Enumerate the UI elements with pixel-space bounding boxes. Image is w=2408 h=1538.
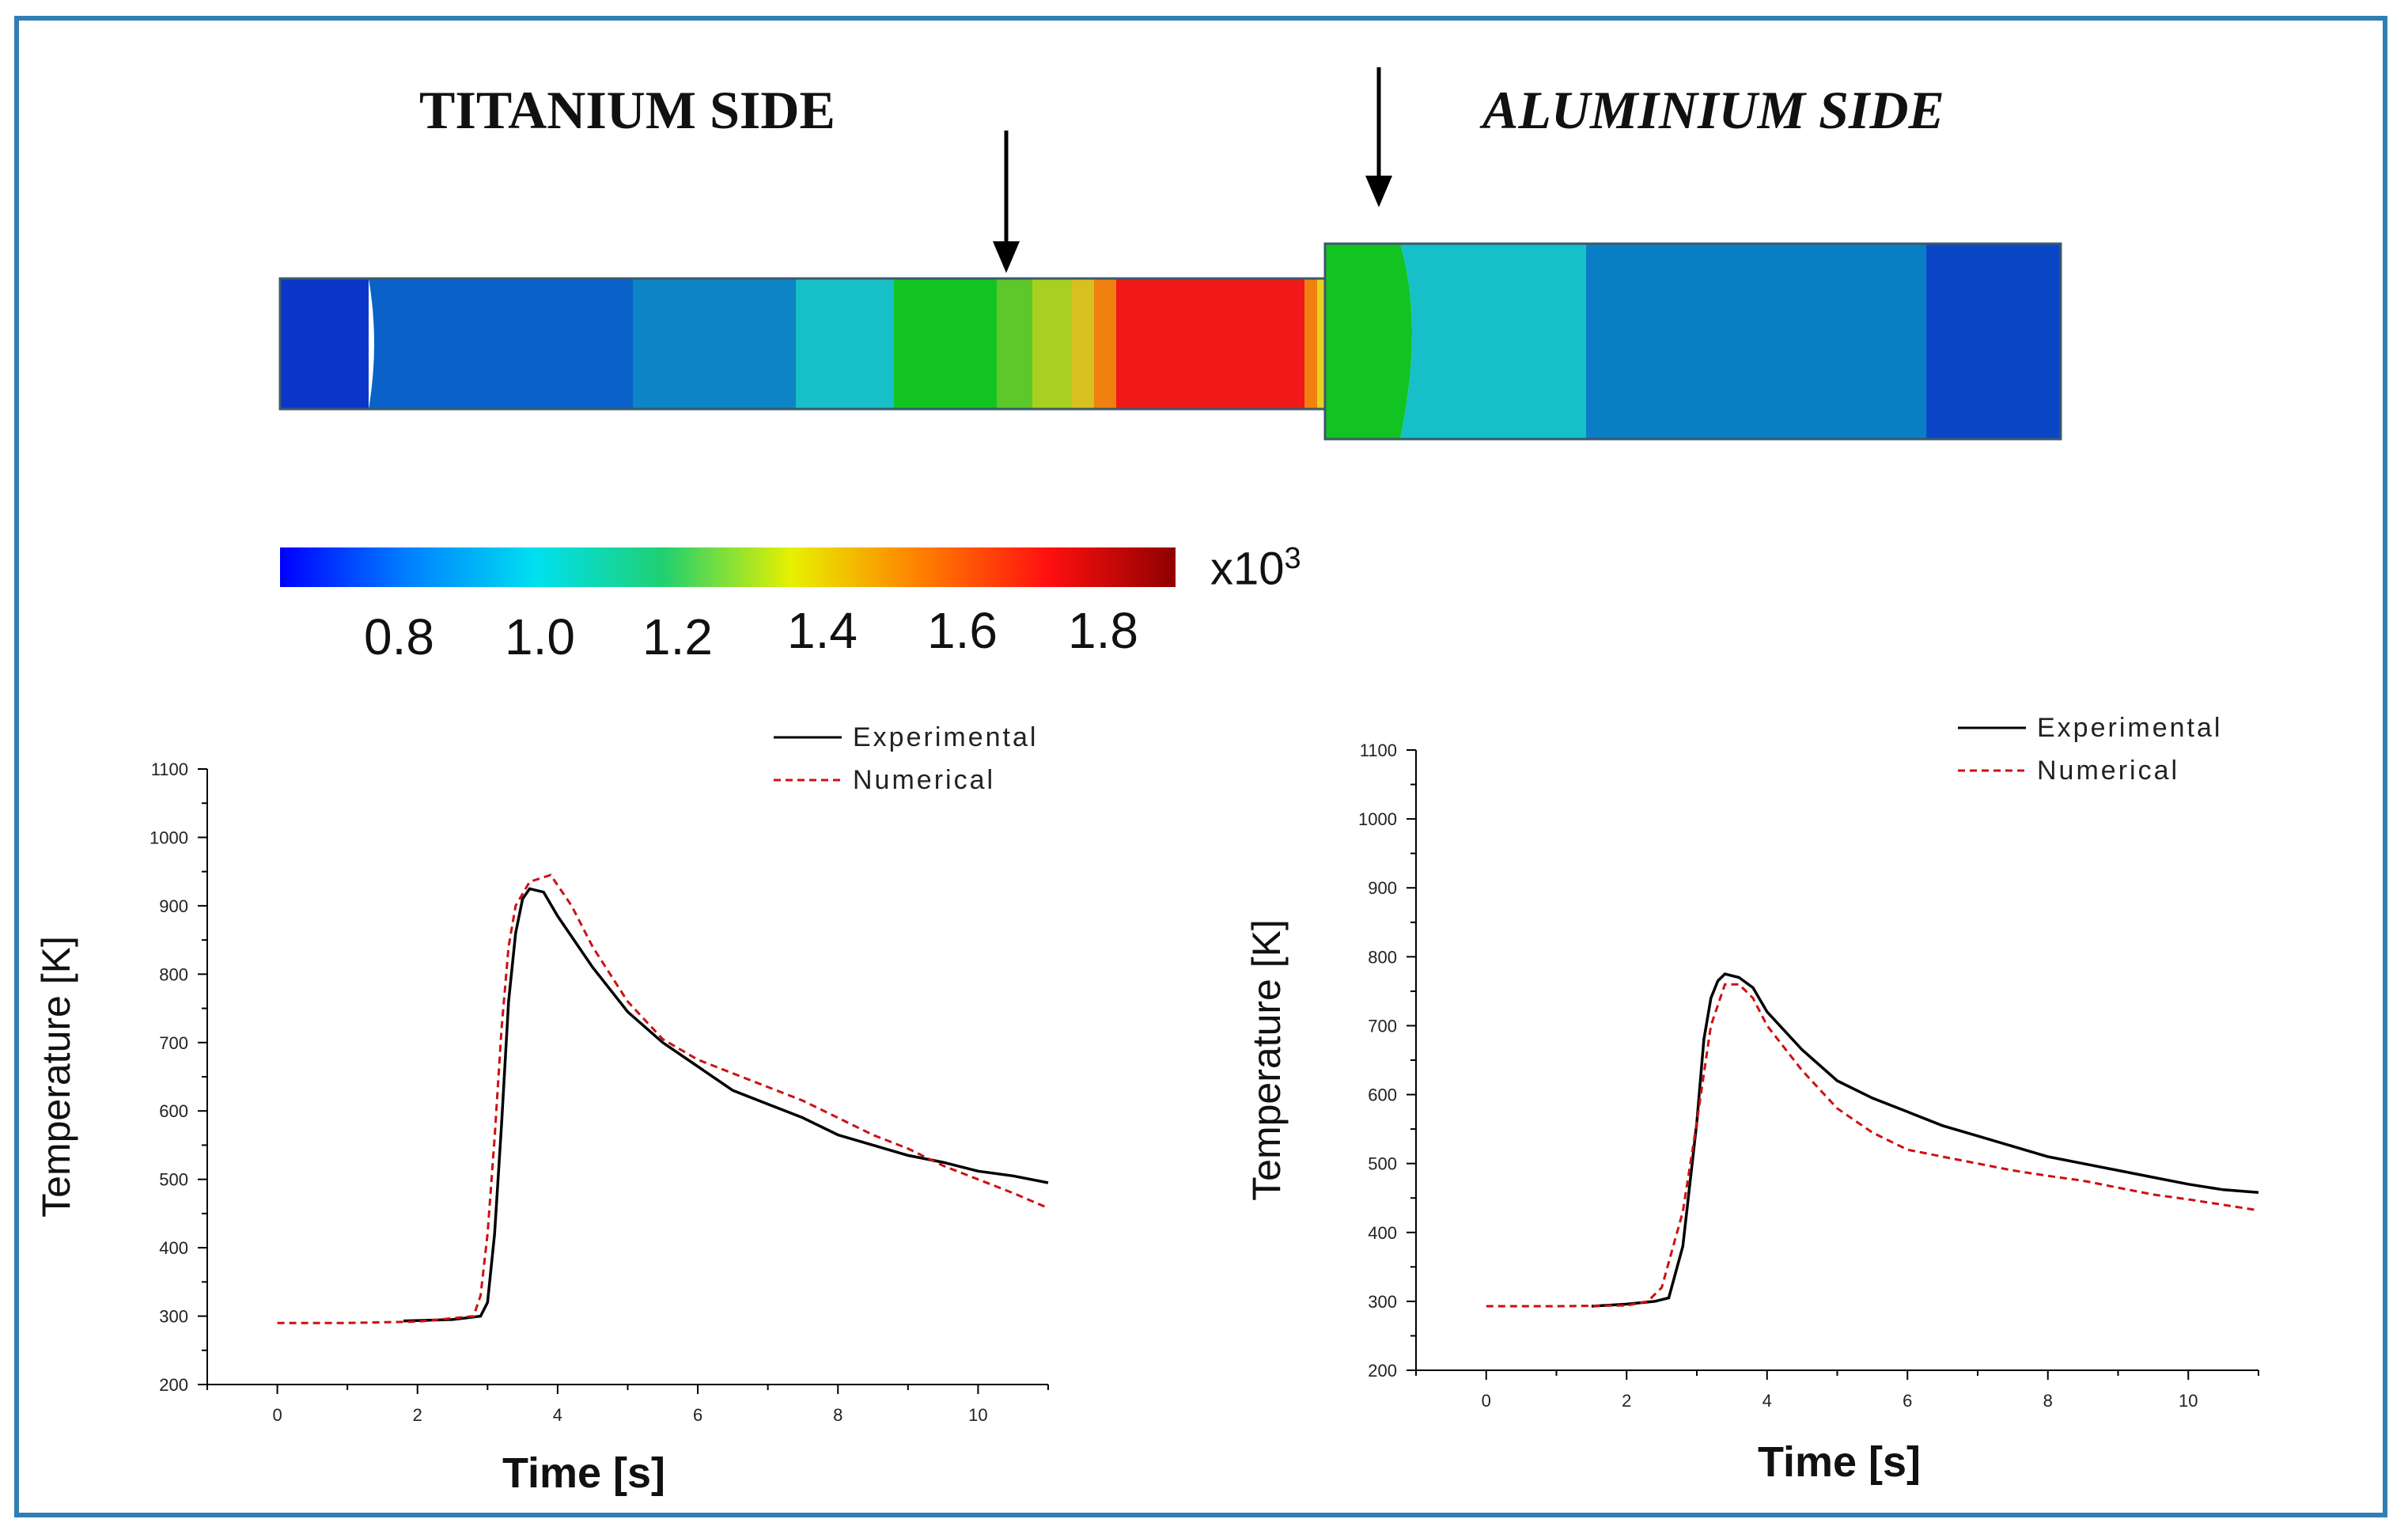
y-tick-label: 1000: [150, 828, 188, 847]
y-tick-label: 700: [159, 1033, 188, 1053]
legend-label: Experimental: [853, 722, 1038, 752]
y-tick-label: 700: [1368, 1016, 1397, 1036]
titanium-arrow: [993, 131, 1020, 273]
ti-zone-9: [1094, 278, 1116, 409]
x-axis-label: Time [s]: [502, 1449, 665, 1497]
multiplier-exponent: 3: [1284, 542, 1301, 575]
x-tick-label: 4: [553, 1405, 562, 1425]
multiplier-base: x10: [1210, 543, 1285, 595]
x-tick-label: 6: [1903, 1391, 1912, 1411]
ti-zone-11: [1304, 278, 1317, 409]
x-tick-label: 0: [272, 1405, 282, 1425]
x-tick-label: 2: [1622, 1391, 1631, 1411]
y-tick-label: 1100: [1360, 741, 1397, 760]
titanium-rod: [278, 277, 1327, 411]
titanium-side-label: TITANIUM SIDE: [419, 80, 835, 140]
al-zone-4: [1926, 244, 2061, 439]
ti-zone-6: [997, 278, 1032, 409]
colorbar-multiplier: x103: [1210, 542, 1301, 595]
x-tick-label: 8: [2043, 1391, 2053, 1411]
ti-zone-12: [1317, 278, 1325, 409]
x-tick-label: 8: [833, 1405, 842, 1425]
y-tick-label: 600: [1368, 1085, 1397, 1105]
y-tick-label: 900: [1368, 878, 1397, 898]
colorbar-tick: 1.2: [642, 608, 713, 665]
y-tick-label: 1000: [1358, 809, 1397, 829]
series-line-experimental: [403, 887, 1049, 1323]
al-zone-3: [1586, 244, 1926, 439]
colorbar-tick: 1.6: [927, 602, 998, 659]
y-tick-label: 200: [1368, 1361, 1397, 1381]
y-axis-label: Temperature [K]: [34, 936, 78, 1218]
ti-zone-1: [280, 278, 369, 409]
y-tick-label: 600: [159, 1101, 188, 1121]
axes-frame: [1415, 750, 2258, 1371]
colorbar-tick: 1.0: [505, 608, 575, 665]
colorbar: [280, 547, 1176, 587]
x-tick-label: 0: [1482, 1391, 1491, 1411]
al-zone-1: [1325, 244, 1412, 439]
x-tick-label: 10: [2179, 1391, 2198, 1411]
series-line-numerical: [277, 873, 1049, 1324]
y-tick-label: 900: [159, 896, 188, 916]
y-tick-label: 400: [1368, 1223, 1397, 1243]
legend-label: Numerical: [2037, 756, 2179, 786]
x-tick-label: 4: [1762, 1391, 1772, 1411]
y-tick-label: 400: [159, 1238, 188, 1258]
y-tick-label: 200: [159, 1375, 188, 1395]
aluminium-side-label: ALUMINIUM SIDE: [1482, 80, 1944, 140]
x-tick-label: 10: [968, 1405, 987, 1425]
legend-label: Experimental: [2037, 713, 2222, 743]
y-axis-label: Temperature [K]: [1244, 919, 1289, 1201]
ti-zone-4: [796, 278, 894, 409]
y-tick-label: 500: [1368, 1154, 1397, 1174]
y-tick-label: 800: [1368, 947, 1397, 967]
colorbar-tick: 1.8: [1068, 602, 1138, 659]
y-tick-label: 300: [1368, 1292, 1397, 1312]
series-line-numerical: [1486, 983, 2259, 1308]
aluminium-arrow: [1365, 67, 1392, 207]
ti-zone-2: [369, 278, 633, 409]
y-tick-label: 1100: [151, 760, 188, 779]
y-tick-label: 300: [159, 1307, 188, 1327]
colorbar-tick: 1.4: [787, 602, 858, 659]
x-axis-label: Time [s]: [1758, 1438, 1921, 1486]
y-tick-label: 800: [159, 964, 188, 984]
ti-zone-8: [1072, 278, 1094, 409]
ti-zone-5: [894, 278, 997, 409]
y-tick-label: 500: [159, 1170, 188, 1190]
ti-zone-7: [1032, 278, 1072, 409]
series-line-experimental: [1591, 972, 2259, 1308]
ti-zone-3: [633, 278, 796, 409]
x-tick-label: 6: [693, 1405, 702, 1425]
ti-zone-10: [1116, 278, 1304, 409]
legend-label: Numerical: [853, 765, 995, 795]
x-tick-label: 2: [413, 1405, 422, 1425]
colorbar-tick: 0.8: [364, 608, 434, 665]
aluminium-rod: [1323, 242, 2062, 441]
al-zone-2: [1400, 244, 1586, 439]
